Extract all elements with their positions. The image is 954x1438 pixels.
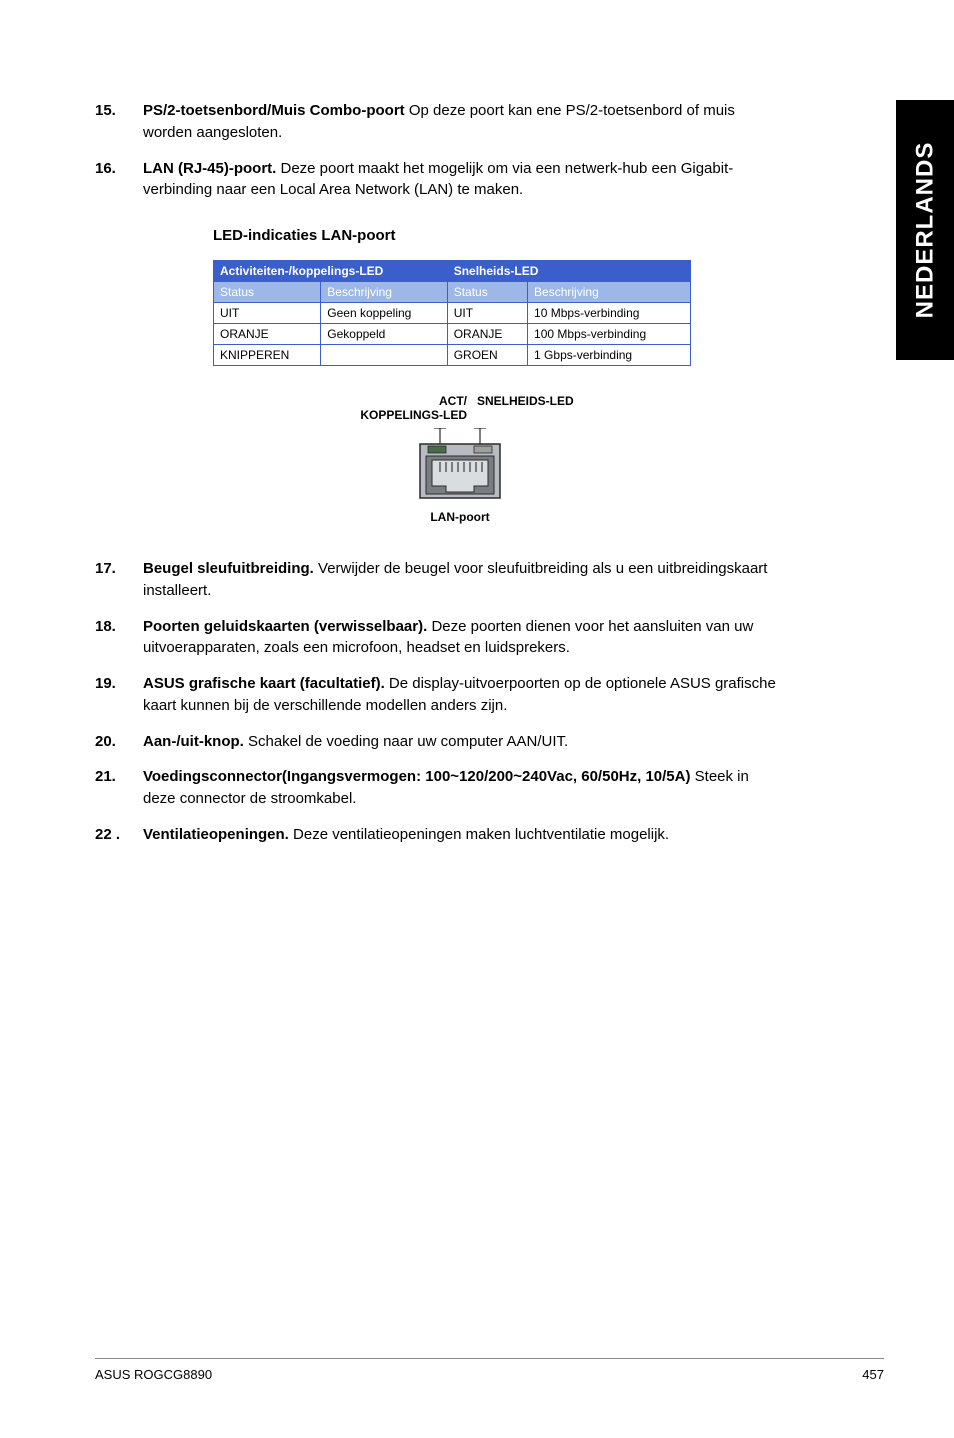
item-title: Ventilatieopeningen. [143,826,289,843]
led-subhead: Status [447,282,527,303]
table-cell: ORANJE [214,324,321,345]
list-item: 17.Beugel sleufuitbreiding. Verwijder de… [95,558,780,602]
item-number: 19. [95,673,143,717]
table-row: ORANJEGekoppeldORANJE100 Mbps-verbinding [214,324,691,345]
list-item: 22 .Ventilatieopeningen. Deze ventilatie… [95,824,780,846]
led-subhead: Beschrijving [321,282,447,303]
led-subhead: Status [214,282,321,303]
language-tab: NEDERLANDS [896,100,954,360]
item-number: 22 . [95,824,143,846]
item-body: Voedingsconnector(Ingangsvermogen: 100~1… [143,766,780,810]
table-cell: Geen koppeling [321,303,447,324]
page-content: 15.PS/2-toetsenbord/Muis Combo-poort Op … [0,0,850,846]
led-header-left: Activiteiten-/koppelings-LED [214,261,448,282]
lan-port-diagram: ACT/ KOPPELINGS-LED SNELHEIDS-LED [95,394,825,524]
item-title: ASUS grafische kaart (facultatief). [143,675,385,692]
item-title: Poorten geluidskaarten (verwisselbaar). [143,618,427,635]
item-number: 16. [95,158,143,202]
item-body: LAN (RJ-45)-poort. Deze poort maakt het … [143,158,780,202]
footer-page-number: 457 [862,1367,884,1382]
item-title: Beugel sleufuitbreiding. [143,560,314,577]
table-cell: 100 Mbps-verbinding [528,324,691,345]
item-body: PS/2-toetsenbord/Muis Combo-poort Op dez… [143,100,780,144]
table-cell: GROEN [447,345,527,366]
list-item: 19.ASUS grafische kaart (facultatief). D… [95,673,780,717]
footer-model: ASUS ROGCG8890 [95,1367,212,1382]
table-cell [321,345,447,366]
item-title: LAN (RJ-45)-poort. [143,160,276,177]
list-item: 16.LAN (RJ-45)-poort. Deze poort maakt h… [95,158,780,202]
language-tab-text: NEDERLANDS [911,142,939,319]
item-title: PS/2-toetsenbord/Muis Combo-poort [143,102,405,119]
list-item: 18.Poorten geluidskaarten (verwisselbaar… [95,616,780,660]
diagram-label-left: ACT/ KOPPELINGS-LED [327,394,467,422]
item-number: 15. [95,100,143,144]
item-number: 21. [95,766,143,810]
item-body: Aan-/uit-knop. Schakel de voeding naar u… [143,731,780,753]
item-body: Beugel sleufuitbreiding. Verwijder de be… [143,558,780,602]
item-title: Aan-/uit-knop. [143,733,244,750]
item-number: 20. [95,731,143,753]
led-header-right: Snelheids-LED [447,261,690,282]
item-number: 18. [95,616,143,660]
table-cell: ORANJE [447,324,527,345]
list-item: 15.PS/2-toetsenbord/Muis Combo-poort Op … [95,100,780,144]
item-body: ASUS grafische kaart (facultatief). De d… [143,673,780,717]
table-cell: 1 Gbps-verbinding [528,345,691,366]
item-text: Deze ventilatieopeningen maken luchtvent… [289,826,669,843]
item-text: Schakel de voeding naar uw computer AAN/… [244,733,568,750]
lan-port-icon [410,428,510,506]
led-table: Activiteiten-/koppelings-LED Snelheids-L… [213,260,691,366]
item-title: Voedingsconnector(Ingangsvermogen: 100~1… [143,768,690,785]
led-subhead: Beschrijving [528,282,691,303]
table-row: KNIPPEREN GROEN1 Gbps-verbinding [214,345,691,366]
led-section-title: LED-indicaties LAN-poort [213,227,780,244]
table-cell: UIT [214,303,321,324]
page-footer: ASUS ROGCG8890 457 [95,1358,884,1382]
table-cell: UIT [447,303,527,324]
item-body: Ventilatieopeningen. Deze ventilatieopen… [143,824,780,846]
list-item: 20.Aan-/uit-knop. Schakel de voeding naa… [95,731,780,753]
diagram-label-right: SNELHEIDS-LED [473,394,593,422]
table-cell: 10 Mbps-verbinding [528,303,691,324]
item-number: 17. [95,558,143,602]
table-cell: Gekoppeld [321,324,447,345]
table-row: UITGeen koppelingUIT10 Mbps-verbinding [214,303,691,324]
diagram-caption: LAN-poort [430,510,489,524]
item-body: Poorten geluidskaarten (verwisselbaar). … [143,616,780,660]
table-cell: KNIPPEREN [214,345,321,366]
list-item: 21.Voedingsconnector(Ingangsvermogen: 10… [95,766,780,810]
